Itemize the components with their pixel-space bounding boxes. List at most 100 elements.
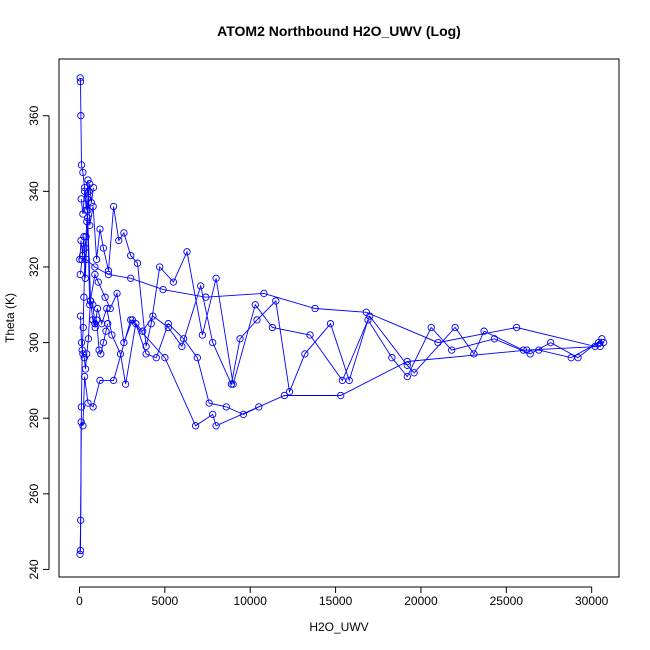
- data-point: [78, 346, 86, 354]
- data-point: [480, 327, 488, 335]
- data-point: [96, 376, 104, 385]
- data-point: [280, 391, 289, 400]
- data-point: [78, 251, 87, 260]
- x-tick-label: 0: [76, 594, 83, 608]
- data-point: [76, 550, 84, 558]
- data-point: [251, 301, 259, 309]
- data-point: [84, 176, 92, 184]
- data-point: [103, 304, 111, 313]
- data-point: [99, 338, 108, 347]
- chart-title: ATOM2 Northbound H2O_UWV (Log): [217, 23, 461, 39]
- y-tick-label: 240: [27, 559, 41, 579]
- data-point: [255, 403, 263, 411]
- data-point: [364, 316, 372, 324]
- data-point: [91, 263, 99, 271]
- data-point: [161, 354, 169, 362]
- data-point: [133, 259, 142, 267]
- data-point: [512, 323, 521, 332]
- data-point: [104, 270, 113, 279]
- data-point: [591, 342, 599, 351]
- data-point: [101, 293, 109, 301]
- data-point: [83, 195, 91, 203]
- data-point: [102, 327, 110, 335]
- data-point: [198, 331, 207, 339]
- series-line-2: [79, 191, 603, 394]
- data-point: [547, 338, 555, 347]
- data-point: [83, 350, 91, 358]
- data-point: [434, 338, 442, 347]
- x-tick-label: 5000: [152, 594, 179, 608]
- data-point: [470, 350, 478, 358]
- data-point: [403, 357, 411, 366]
- data-point: [120, 338, 128, 347]
- data-point: [272, 297, 280, 305]
- data-point: [337, 391, 345, 400]
- data-point: [93, 304, 102, 313]
- data-point: [99, 244, 108, 252]
- data-point: [80, 293, 88, 301]
- data-point: [535, 346, 543, 354]
- y-tick-label: 320: [27, 257, 41, 277]
- data-point: [87, 199, 96, 207]
- data-point: [388, 354, 396, 362]
- data-point: [83, 217, 91, 226]
- data-point: [89, 403, 97, 411]
- data-point: [301, 350, 309, 358]
- data-point: [222, 403, 230, 411]
- data-point: [179, 335, 188, 343]
- data-point: [109, 202, 118, 211]
- y-tick-label: 280: [27, 408, 41, 428]
- data-point: [77, 516, 85, 524]
- data-point: [142, 350, 150, 358]
- series-line-1: [79, 77, 605, 551]
- data-point: [86, 180, 94, 188]
- data-point: [362, 308, 370, 316]
- x-axis-label: H2O_UWV: [309, 620, 368, 634]
- data-point: [79, 323, 87, 332]
- data-point: [191, 422, 200, 430]
- data-point: [169, 278, 178, 286]
- data-point: [91, 320, 99, 328]
- data-point: [236, 335, 244, 343]
- series-line-3: [79, 217, 259, 415]
- data-point: [115, 236, 123, 245]
- data-point: [120, 229, 128, 237]
- data-point: [260, 289, 268, 298]
- y-tick-label: 340: [27, 181, 41, 201]
- data-point: [77, 161, 86, 169]
- data-point: [104, 267, 113, 275]
- data-point: [326, 320, 335, 328]
- data-point: [345, 376, 353, 385]
- data-point: [84, 399, 92, 407]
- y-axis-label: Theta (K): [3, 293, 17, 343]
- data-point: [306, 331, 314, 339]
- data-point: [268, 323, 277, 332]
- data-point: [77, 338, 86, 347]
- data-point: [183, 248, 191, 256]
- x-tick-label: 30000: [575, 594, 609, 608]
- data-point: [76, 74, 84, 82]
- x-axis: 0 5000 10000 15000 20000 25000 30000: [76, 586, 609, 608]
- data-point: [448, 346, 456, 354]
- data-point: [89, 301, 97, 309]
- data-point: [76, 78, 85, 86]
- data-point: [127, 274, 135, 282]
- data-point: [108, 331, 116, 339]
- data-point: [79, 168, 87, 177]
- data-point: [95, 346, 103, 354]
- data-point: [311, 304, 319, 313]
- series-line-5: [79, 183, 94, 555]
- data-point: [239, 410, 248, 419]
- data-point: [91, 323, 99, 332]
- data-point: [94, 278, 102, 286]
- data-point: [427, 323, 435, 332]
- data-point: [121, 380, 130, 388]
- data-point: [227, 380, 236, 388]
- data-point: [490, 335, 499, 343]
- data-point: [197, 282, 205, 290]
- data-point: [451, 323, 459, 332]
- y-axis: 240 260 280 300 320 340 360: [27, 105, 50, 579]
- x-tick-label: 15000: [319, 594, 353, 608]
